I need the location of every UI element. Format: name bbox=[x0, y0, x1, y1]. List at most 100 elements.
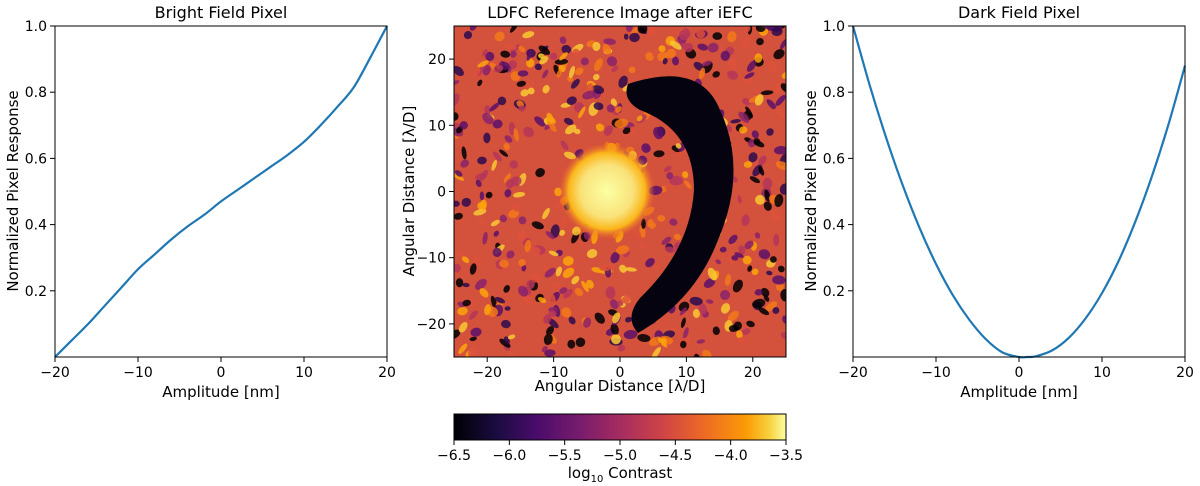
speckle bbox=[543, 314, 552, 324]
speckle bbox=[560, 140, 569, 151]
speckle bbox=[491, 159, 497, 171]
speckle bbox=[760, 90, 774, 96]
speckle bbox=[490, 219, 500, 227]
speckle bbox=[779, 39, 786, 50]
speckle bbox=[746, 60, 757, 72]
speckle bbox=[662, 57, 668, 65]
ldfc-bright-core bbox=[559, 143, 655, 239]
speckle bbox=[542, 207, 550, 220]
speckle bbox=[773, 83, 781, 95]
dark-field-title: Dark Field Pixel bbox=[958, 3, 1080, 22]
speckle bbox=[547, 120, 557, 133]
speckle bbox=[512, 203, 522, 212]
speckle bbox=[507, 334, 516, 340]
speckle bbox=[477, 156, 487, 165]
speckle bbox=[772, 275, 786, 285]
speckle bbox=[727, 310, 739, 322]
speckle bbox=[612, 312, 621, 324]
speckle bbox=[669, 175, 683, 186]
speckle bbox=[546, 112, 554, 124]
speckle bbox=[758, 307, 770, 316]
speckle bbox=[630, 126, 636, 135]
speckle bbox=[628, 66, 636, 74]
speckle bbox=[673, 233, 682, 241]
ldfc-xtick-label: 20 bbox=[744, 365, 762, 381]
speckle bbox=[535, 168, 545, 178]
speckle bbox=[489, 102, 500, 112]
dark-field-axes bbox=[852, 25, 1186, 358]
speckle bbox=[727, 31, 737, 43]
speckle bbox=[742, 98, 751, 106]
speckle bbox=[749, 176, 761, 184]
speckle bbox=[731, 255, 739, 261]
speckle bbox=[492, 119, 503, 129]
speckle bbox=[527, 87, 535, 95]
speckle bbox=[754, 289, 763, 296]
speckle bbox=[615, 245, 630, 255]
speckle bbox=[745, 106, 753, 118]
speckle bbox=[522, 293, 534, 305]
bright-field-ytick-label: 0.4 bbox=[25, 218, 47, 234]
speckle bbox=[766, 128, 774, 136]
speckle bbox=[504, 135, 513, 143]
ldfc-heatmap-image bbox=[454, 26, 786, 357]
speckle bbox=[737, 195, 742, 204]
speckle bbox=[625, 26, 633, 32]
speckle bbox=[480, 199, 487, 211]
speckle bbox=[593, 58, 603, 72]
speckle bbox=[623, 33, 629, 40]
speckle bbox=[503, 173, 512, 183]
speckle bbox=[524, 239, 532, 253]
ldfc-ytick-label: −10 bbox=[416, 251, 446, 267]
speckle bbox=[773, 107, 781, 115]
speckle bbox=[531, 221, 544, 230]
speckle bbox=[479, 288, 489, 298]
speckle bbox=[599, 264, 612, 272]
speckle bbox=[549, 52, 558, 61]
speckle bbox=[669, 218, 678, 226]
speckle bbox=[756, 37, 764, 46]
speckle bbox=[485, 191, 493, 199]
dark-field-ytick-label: 0.8 bbox=[823, 85, 845, 101]
speckle bbox=[658, 45, 666, 53]
speckle bbox=[720, 290, 730, 300]
speckle bbox=[461, 256, 470, 264]
speckle bbox=[617, 344, 626, 352]
speckle bbox=[475, 179, 482, 188]
speckle bbox=[773, 145, 786, 155]
speckle bbox=[728, 234, 738, 245]
speckle bbox=[542, 85, 550, 94]
bright-field-ytick-label: 0.6 bbox=[25, 151, 47, 167]
speckle bbox=[482, 49, 488, 57]
speckle bbox=[544, 267, 556, 278]
speckle bbox=[469, 336, 477, 342]
speckle bbox=[727, 70, 739, 80]
speckle bbox=[664, 184, 673, 191]
speckle bbox=[478, 216, 487, 227]
speckle bbox=[550, 293, 556, 306]
speckle bbox=[563, 117, 574, 125]
speckle bbox=[698, 67, 706, 80]
speckle bbox=[562, 256, 574, 266]
speckle bbox=[492, 151, 502, 162]
bright-field-xtick-label: −20 bbox=[40, 365, 70, 381]
speckle bbox=[679, 29, 690, 41]
speckle bbox=[657, 214, 666, 222]
speckle bbox=[748, 152, 758, 163]
speckle bbox=[508, 350, 516, 357]
dark-field-xtick-label: −10 bbox=[921, 365, 951, 381]
ldfc-ytick-label: 10 bbox=[428, 118, 446, 134]
ldfc-xtick-label: 0 bbox=[616, 365, 625, 381]
speckle bbox=[468, 346, 478, 357]
speckle bbox=[567, 339, 576, 349]
speckle bbox=[664, 246, 676, 253]
speckle bbox=[758, 166, 765, 176]
speckle bbox=[581, 280, 589, 292]
speckle bbox=[546, 326, 554, 336]
speckle bbox=[751, 130, 759, 139]
speckle bbox=[454, 329, 461, 340]
speckle bbox=[500, 50, 511, 58]
colorbar-label: log10 Contrast bbox=[568, 464, 673, 485]
speckle bbox=[586, 249, 598, 259]
speckle bbox=[683, 180, 692, 189]
